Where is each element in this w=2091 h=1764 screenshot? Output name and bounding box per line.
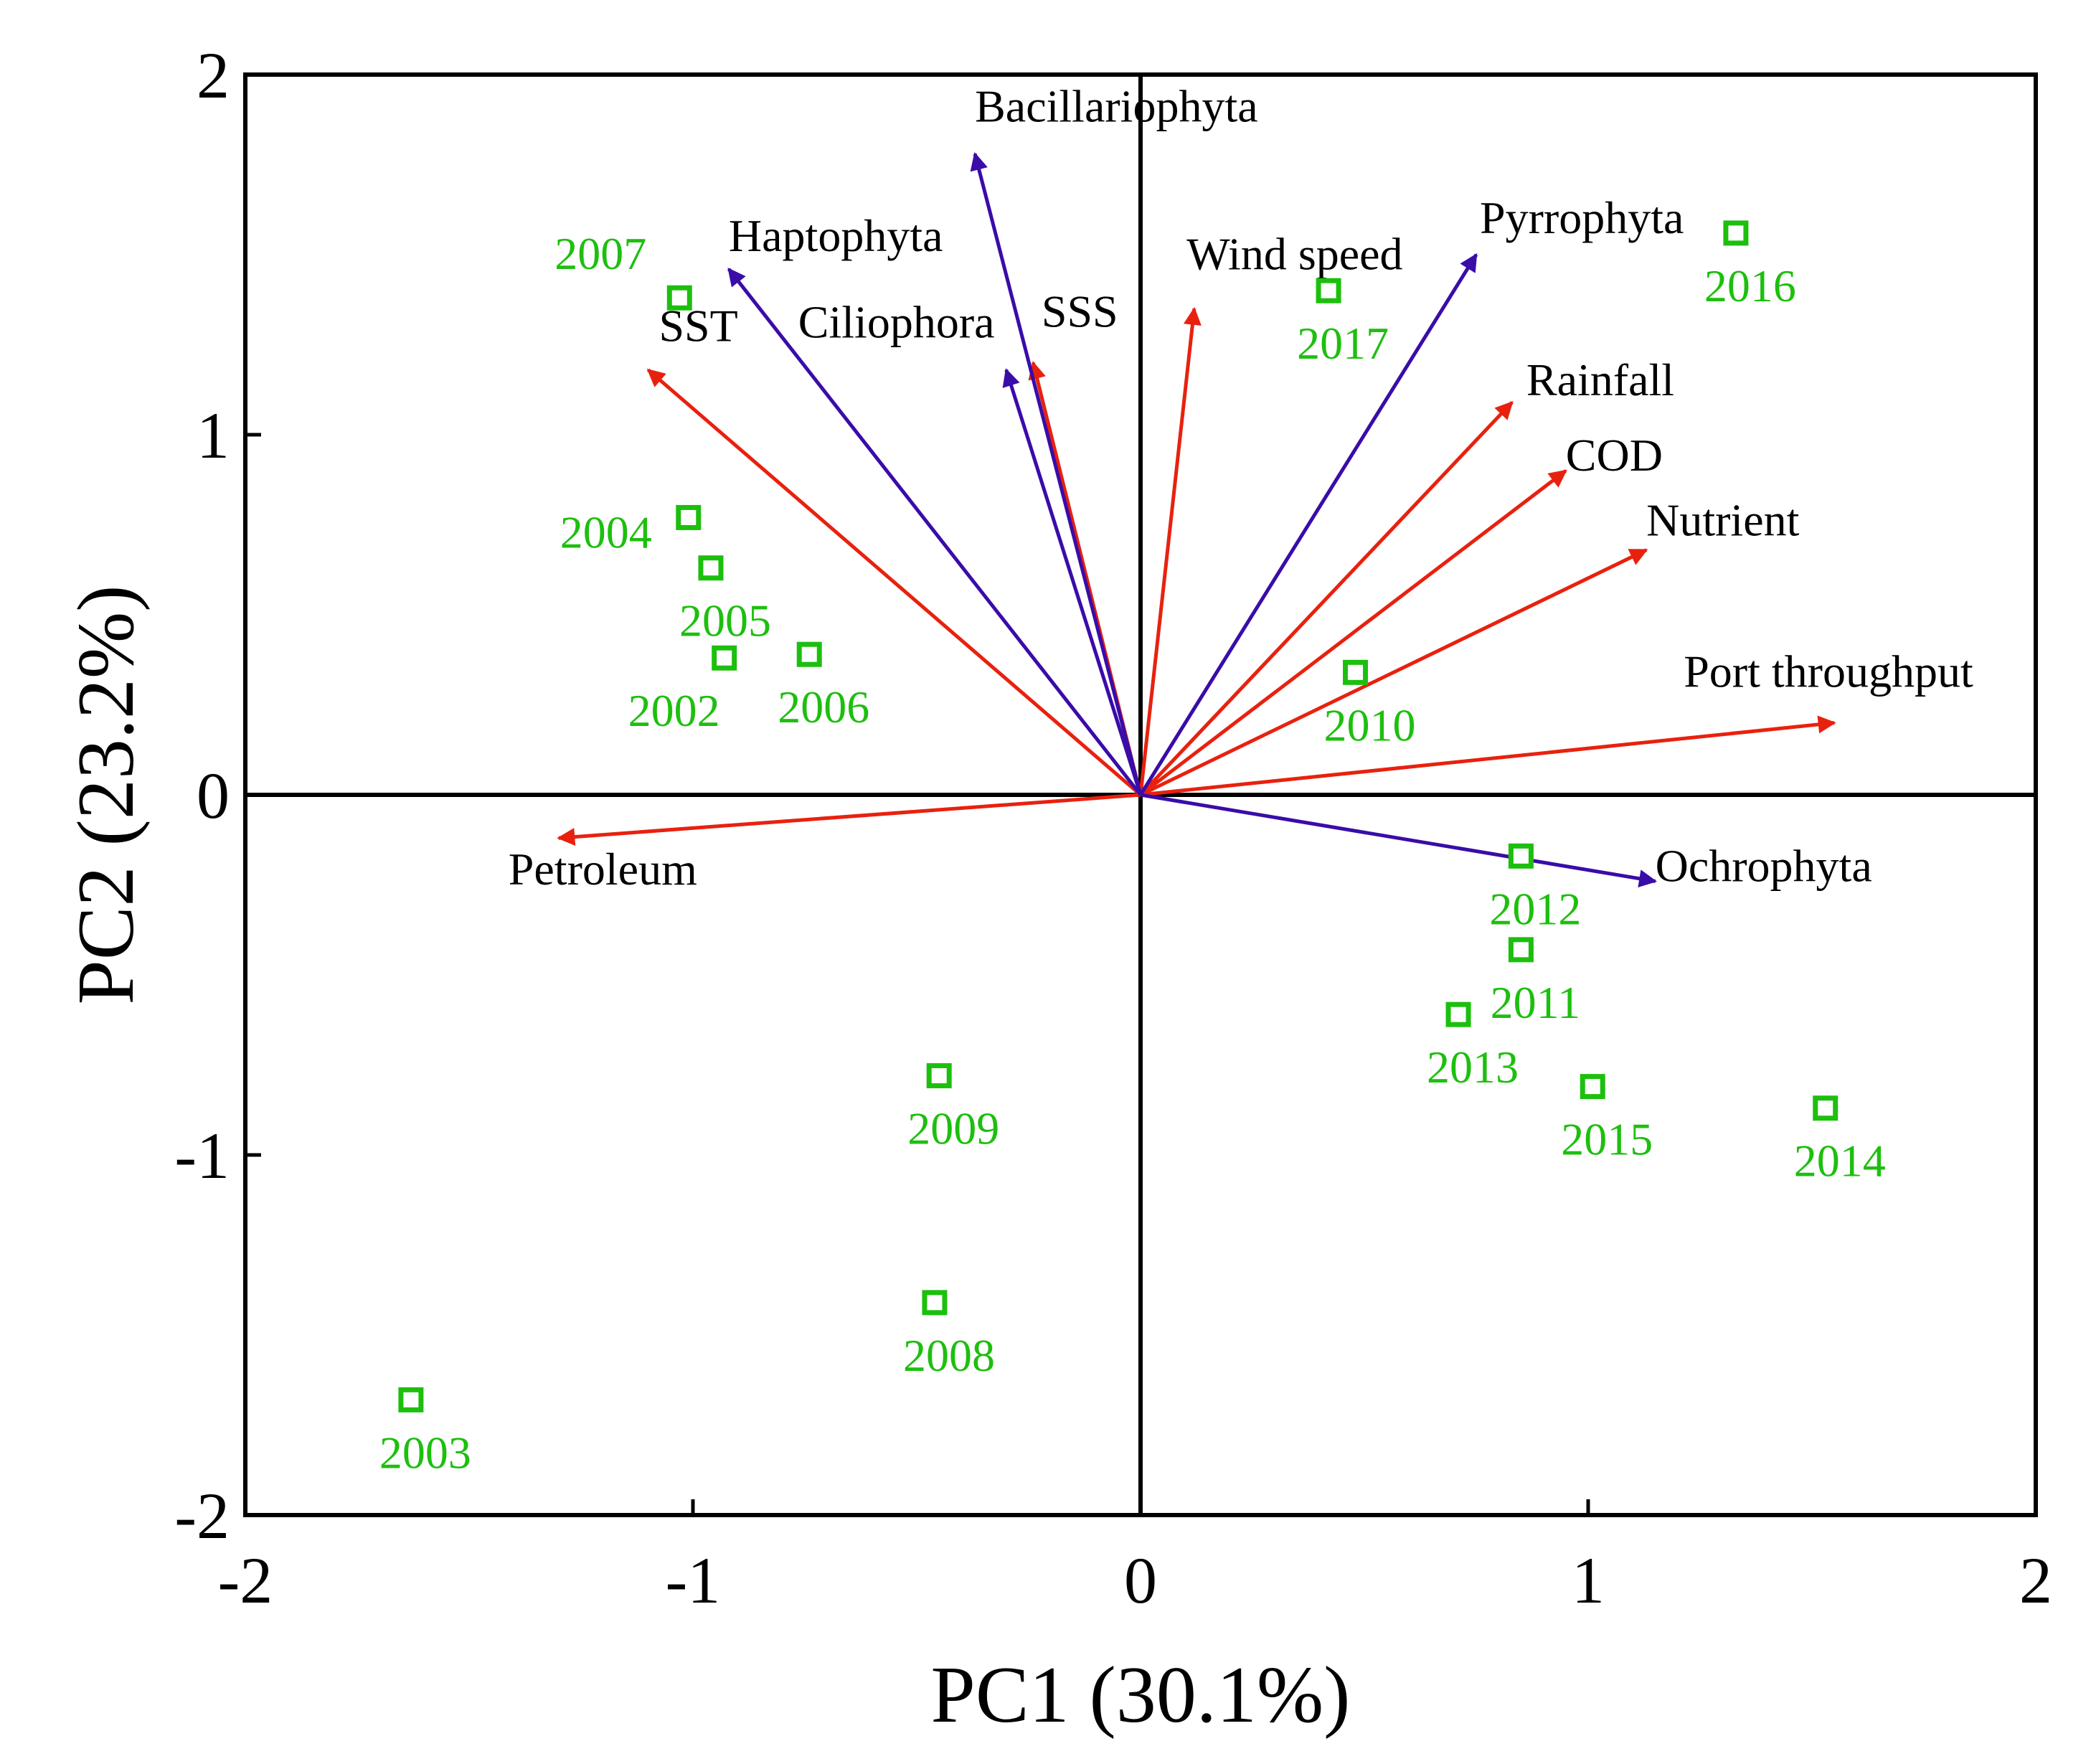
y-tick-label: -2 [174, 1479, 230, 1552]
vector-label-petroleum: Petroleum [509, 844, 697, 895]
y-tick-label: 0 [197, 759, 230, 832]
vector-arrow-nutrient [1139, 548, 1648, 797]
vector-label-sss: SSS [1042, 286, 1118, 337]
x-tick-label: 0 [1124, 1544, 1157, 1617]
sample-label-2010: 2010 [1324, 699, 1416, 750]
axis-ticks: -2 -1 0 1 2 -2 -1 0 1 2 [174, 39, 2052, 1617]
sample-label-2015: 2015 [1561, 1114, 1653, 1165]
x-axis-title: PC1 (30.1%) [931, 1651, 1351, 1740]
vector-label-cod: COD [1566, 430, 1663, 481]
sample-point-2011 [1508, 937, 1534, 963]
sample-point-2003 [398, 1387, 424, 1412]
sample-point-2009 [926, 1063, 952, 1089]
sample-point-2017 [1316, 278, 1341, 303]
sample-label-2017: 2017 [1297, 318, 1389, 369]
sample-label-2008: 2008 [903, 1330, 995, 1381]
y-tick-label: 2 [197, 39, 230, 112]
sample-point-2006 [796, 641, 822, 667]
sample-point-2002 [712, 645, 737, 671]
y-tick-label: -1 [174, 1119, 230, 1192]
vector-label-pyrrophyta: Pyrrophyta [1480, 192, 1684, 243]
sample-point-2013 [1445, 1001, 1471, 1027]
sample-point-2015 [1580, 1074, 1605, 1100]
sample-label-2003: 2003 [379, 1427, 471, 1478]
sample-label-2007: 2007 [554, 228, 646, 279]
sample-label-2009: 2009 [907, 1103, 999, 1154]
vector-label-bacillariophyta: Bacillariophyta [975, 80, 1258, 131]
x-tick-label: -2 [218, 1544, 273, 1617]
sample-label-2002: 2002 [628, 685, 720, 736]
vector-label-wind-speed: Wind speed [1186, 228, 1402, 279]
vector-arrow-cod [1139, 469, 1567, 796]
sample-label-2011: 2011 [1491, 977, 1581, 1028]
sample-point-2007 [666, 285, 692, 311]
vector-arrow-wind-speed [1138, 306, 1202, 796]
vector-arrow-ciliophora [1002, 368, 1143, 796]
vector-arrow-bacillariophyta [970, 152, 1143, 796]
y-tick-label: 1 [197, 399, 230, 472]
vector-label-rainfall: Rainfall [1526, 354, 1674, 405]
sample-label-2005: 2005 [679, 595, 771, 646]
vector-label-ochrophyta: Ochrophyta [1656, 840, 1872, 891]
sample-point-2004 [676, 504, 702, 530]
sample-label-2006: 2006 [778, 681, 869, 732]
vector-arrow-ochrophyta [1140, 793, 1658, 888]
x-tick-label: -1 [666, 1544, 721, 1617]
sample-label-2012: 2012 [1489, 883, 1581, 934]
x-tick-label: 1 [1572, 1544, 1605, 1617]
sample-point-2010 [1343, 659, 1369, 685]
sample-label-2004: 2004 [560, 506, 652, 557]
sample-label-2013: 2013 [1427, 1042, 1519, 1093]
y-axis-title: PC2 (23.2%) [62, 585, 151, 1005]
vector-label-haptophyta: Haptophyta [729, 210, 943, 261]
sample-point-2008 [922, 1290, 948, 1316]
sample-point-2012 [1508, 843, 1534, 869]
sample-label-2014: 2014 [1794, 1136, 1886, 1187]
sample-point-2005 [698, 555, 724, 581]
sample-label-2016: 2016 [1704, 260, 1796, 311]
vector-arrow-port-throughput [1140, 715, 1836, 797]
x-tick-label: 2 [2019, 1544, 2052, 1617]
vector-label-port-throughput: Port throughput [1684, 646, 1973, 697]
sample-point-2016 [1723, 220, 1749, 246]
vector-arrow-petroleum [557, 793, 1141, 846]
vector-arrow-rainfall [1139, 401, 1514, 796]
vector-label-ciliophora: Ciliophora [798, 297, 995, 348]
sample-point-2014 [1813, 1095, 1839, 1121]
vector-arrow-sst [646, 368, 1142, 796]
vector-label-nutrient: Nutrient [1646, 495, 1800, 546]
vector-arrow-pyrrophyta [1138, 253, 1478, 796]
vector-arrow-haptophyta [727, 268, 1142, 796]
